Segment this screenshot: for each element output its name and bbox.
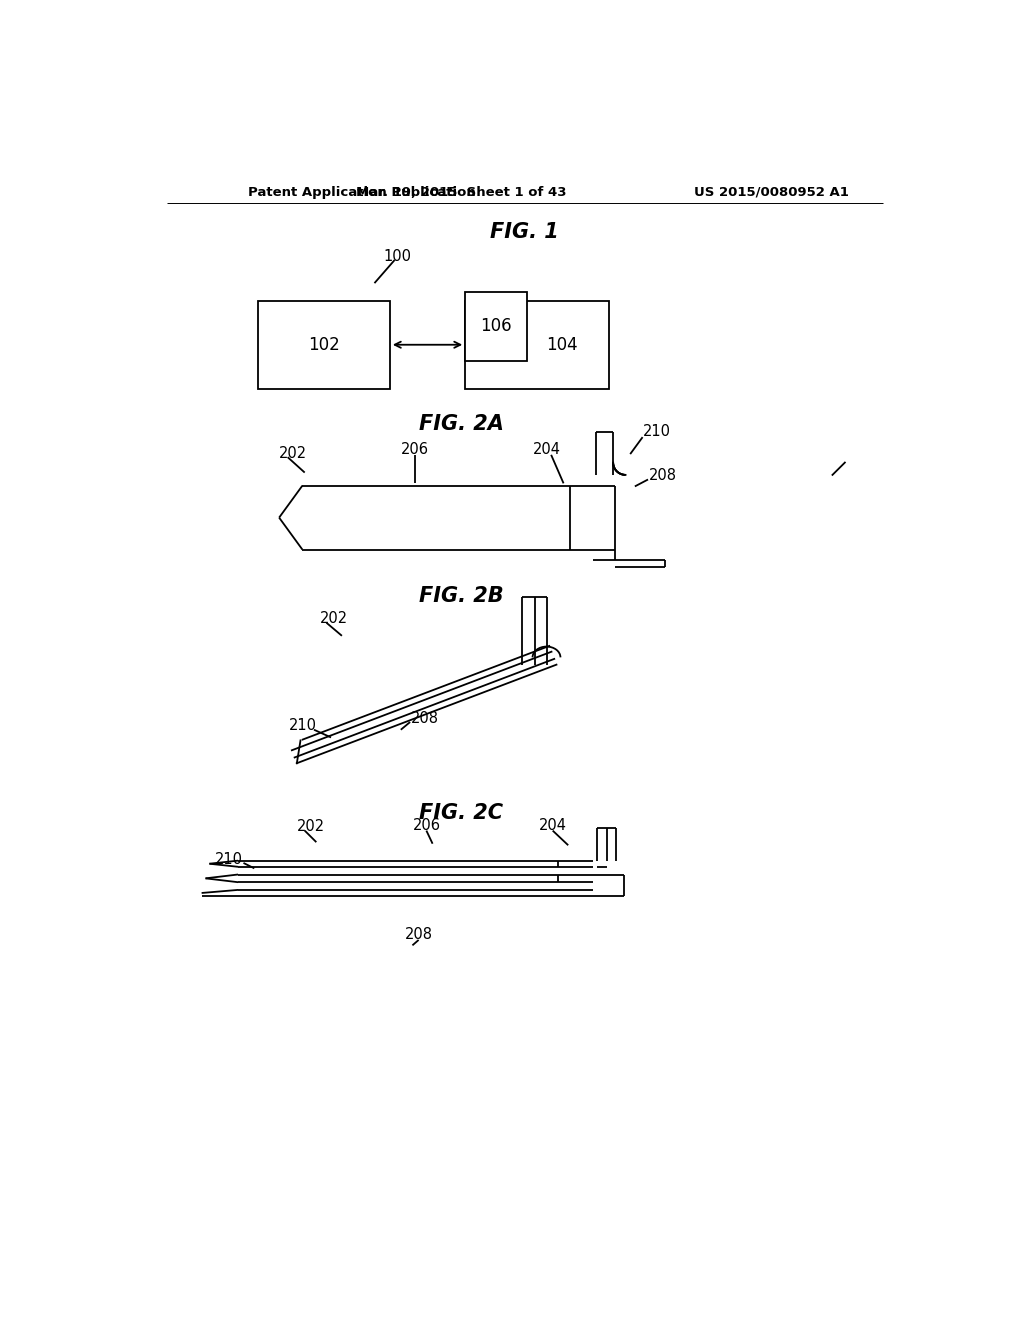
Text: 106: 106	[480, 317, 512, 335]
Text: 202: 202	[297, 820, 325, 834]
Text: 208: 208	[649, 469, 677, 483]
Text: Mar. 19, 2015  Sheet 1 of 43: Mar. 19, 2015 Sheet 1 of 43	[356, 186, 566, 199]
Text: 202: 202	[280, 446, 307, 461]
Text: 204: 204	[532, 442, 560, 457]
Text: 210: 210	[643, 424, 672, 440]
Text: FIG. 2A: FIG. 2A	[419, 414, 504, 434]
Text: Patent Application Publication: Patent Application Publication	[248, 186, 476, 199]
Text: FIG. 2C: FIG. 2C	[419, 803, 504, 822]
Text: FIG. 1: FIG. 1	[490, 222, 559, 242]
Text: 206: 206	[413, 817, 440, 833]
Text: 208: 208	[404, 927, 432, 942]
Text: FIG. 2B: FIG. 2B	[419, 586, 504, 606]
Text: 206: 206	[400, 442, 429, 457]
Text: 208: 208	[411, 710, 439, 726]
Bar	[258, 301, 390, 389]
Text: US 2015/0080952 A1: US 2015/0080952 A1	[693, 186, 849, 199]
Bar	[465, 292, 527, 360]
Text: 102: 102	[308, 335, 340, 354]
Bar	[465, 301, 608, 389]
Text: 104: 104	[546, 335, 578, 354]
Text: 210: 210	[289, 718, 316, 734]
Text: 100: 100	[384, 248, 412, 264]
Text: 202: 202	[321, 611, 348, 627]
Text: 204: 204	[539, 817, 566, 833]
Text: 210: 210	[215, 851, 243, 867]
